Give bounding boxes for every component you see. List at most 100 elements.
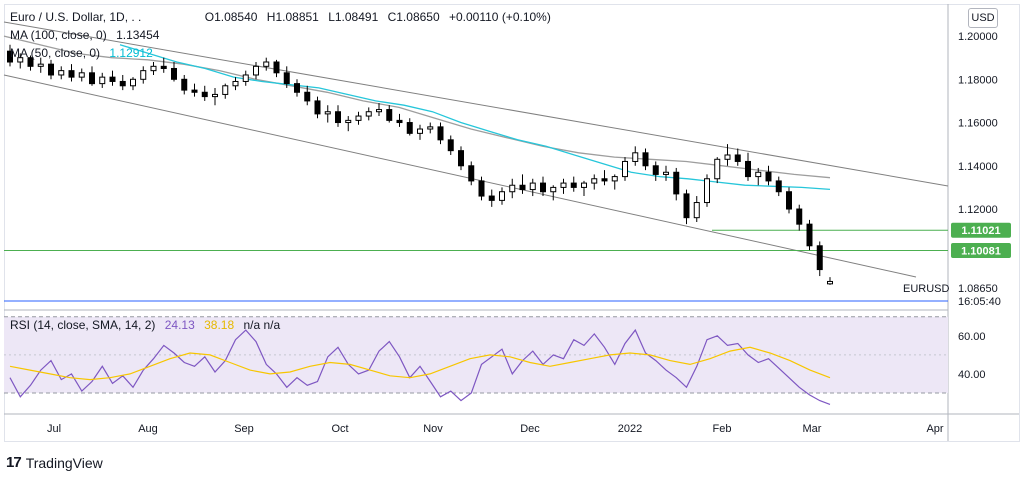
tradingview-logo[interactable]: 17 TradingView <box>6 454 103 471</box>
candle-body <box>704 178 710 204</box>
candle-body <box>570 182 577 188</box>
time-tick-label: Aug <box>138 423 158 435</box>
rsi-value: 24.13 <box>164 318 195 332</box>
price-tick-label: 1.16000 <box>958 118 998 130</box>
candle-body <box>632 152 639 162</box>
candle-body <box>478 180 485 197</box>
candle-body <box>232 80 239 87</box>
candle-body <box>601 178 608 182</box>
candle-body <box>458 150 464 167</box>
candle-body <box>673 171 680 195</box>
high-value: H1.08851 <box>266 10 319 24</box>
candle-body <box>365 111 372 117</box>
low-value: L1.08491 <box>328 10 379 24</box>
ma100-legend[interactable]: MA (100, close, 0) 1.13454 <box>10 28 165 42</box>
candle-body <box>130 78 136 87</box>
time-tick-label: Nov <box>423 423 443 435</box>
ma50-label: MA (50, close, 0) <box>10 46 101 60</box>
candle-body <box>427 126 434 130</box>
candle-body <box>550 186 557 193</box>
rsi-legend[interactable]: RSI (14, close, SMA, 14, 2) 24.13 38.18 … <box>10 318 286 332</box>
price-tick-label: 1.18000 <box>958 74 998 86</box>
candle-body <box>242 74 249 82</box>
candle-body <box>324 111 331 115</box>
candle-body <box>283 72 290 85</box>
level-1-label-box <box>951 222 1011 238</box>
candle-body <box>437 126 444 141</box>
candle-body <box>48 63 54 76</box>
candle-body <box>509 184 516 193</box>
level-2-label-box <box>951 243 1011 259</box>
candle-body <box>755 171 762 178</box>
time-tick-label: Dec <box>520 423 540 435</box>
candle-body <box>17 57 24 63</box>
price-tick-label: 1.14000 <box>958 161 998 173</box>
ma50-value: 1.12912 <box>109 46 153 60</box>
candle-body <box>714 158 721 180</box>
candle-body <box>734 154 741 162</box>
candle-body <box>160 65 167 69</box>
candle-body <box>652 165 659 175</box>
candle-body <box>488 195 495 201</box>
candle-body <box>171 67 177 80</box>
candle-body <box>201 91 208 98</box>
candle-body <box>417 128 423 134</box>
candle-body <box>263 61 270 67</box>
candle-body <box>591 178 598 184</box>
ma100-line <box>3 35 831 179</box>
candle-body <box>406 122 413 134</box>
candle-body <box>581 182 587 188</box>
ma100-value: 1.13454 <box>116 28 160 42</box>
candle-body <box>468 165 475 182</box>
rsi-label: RSI (14, close, SMA, 14, 2) <box>10 318 156 332</box>
candle-body <box>683 193 690 219</box>
rsi-sma-line <box>9 346 831 381</box>
candle-body <box>355 115 362 121</box>
rsi-sma-value: 38.18 <box>204 318 235 332</box>
candle-body <box>611 176 618 182</box>
candle-body <box>109 76 116 82</box>
rsi-tick-label: 40.00 <box>958 369 986 381</box>
time-tick-label: Sep <box>234 423 254 435</box>
candle-body <box>140 70 147 80</box>
time-tick-label: Apr <box>926 423 943 435</box>
ma50-line <box>119 44 831 191</box>
candle-body <box>560 182 567 188</box>
candle-body <box>386 109 393 121</box>
rsi-tick-label: 60.00 <box>958 331 986 343</box>
candle-body <box>304 91 311 102</box>
level-2-label: 1.10081 <box>961 246 1001 258</box>
candle-body <box>663 171 669 175</box>
last-price-label: 1.08650 <box>958 283 998 295</box>
candle-body <box>796 208 803 225</box>
price-tick-label: 1.20000 <box>958 31 998 43</box>
candle-body <box>119 80 126 87</box>
symbol-title[interactable]: Euro / U.S. Dollar, 1D, . . <box>10 10 142 24</box>
candle-body <box>345 119 352 124</box>
candle-body <box>529 182 536 191</box>
candle-body <box>775 180 782 193</box>
change-value: +0.00110 (+0.10%) <box>448 10 551 24</box>
candle-body <box>294 83 300 93</box>
currency-button[interactable]: USD <box>968 8 998 28</box>
ma100-label: MA (100, close, 0) <box>10 28 107 42</box>
candles <box>7 44 833 285</box>
candle-body <box>181 78 188 91</box>
candle-body <box>273 61 280 74</box>
ma50-series <box>119 44 831 191</box>
candle-body <box>253 65 259 76</box>
rsi-extra: n/a n/a <box>243 318 281 332</box>
candle-body <box>58 70 65 76</box>
candle-body <box>765 171 772 182</box>
candle-body <box>827 280 833 285</box>
axis-ticks: 1.20000 1.18000 1.16000 1.14000 1.12000 Jul Au… <box>47 31 998 435</box>
candle-body <box>191 89 198 93</box>
close-value: C1.08650 <box>387 10 440 24</box>
tradingview-name: TradingView <box>25 454 103 471</box>
open-value: O1.08540 <box>204 10 258 24</box>
tradingview-mark-icon: 17 <box>6 454 22 471</box>
time-tick-label: Jul <box>47 423 61 435</box>
candle-body <box>540 182 546 193</box>
ma50-legend[interactable]: MA (50, close, 0) 1.12912 <box>10 46 159 60</box>
